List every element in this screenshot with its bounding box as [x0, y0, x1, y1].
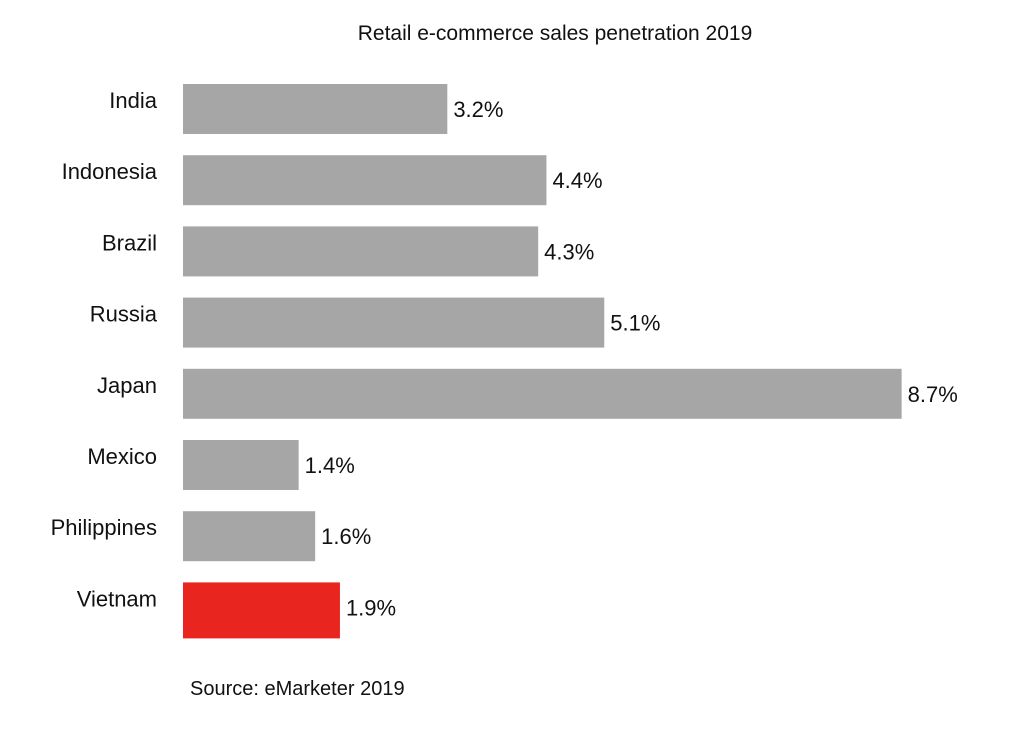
bar-vietnam: [183, 582, 340, 639]
data-label: 4.4%: [552, 168, 602, 193]
data-label: 1.4%: [305, 453, 355, 478]
data-label: 4.3%: [544, 239, 594, 264]
category-label: Mexico: [87, 444, 157, 469]
category-label: Philippines: [51, 515, 157, 540]
bar-mexico: [183, 440, 299, 490]
data-label: 3.2%: [453, 97, 503, 122]
category-label: Russia: [90, 302, 158, 327]
chart-title: Retail e-commerce sales penetration 2019: [357, 22, 753, 45]
data-label: 8.7%: [908, 382, 958, 407]
bar-indonesia: [183, 155, 547, 206]
category-label: Brazil: [102, 230, 157, 255]
bar-russia: [183, 297, 605, 348]
data-label: 5.1%: [610, 311, 660, 336]
source-note: Source: eMarketer 2019: [190, 678, 405, 700]
bar-philippines: [183, 511, 316, 562]
category-label: Japan: [97, 373, 157, 398]
data-label: 1.9%: [346, 595, 396, 620]
category-label: Indonesia: [62, 159, 158, 184]
bar-india: [183, 84, 448, 134]
bar-brazil: [183, 226, 539, 277]
category-label: Vietnam: [77, 586, 157, 611]
bar-japan: [183, 368, 902, 419]
category-label: India: [109, 88, 157, 113]
data-label: 1.6%: [321, 524, 371, 549]
